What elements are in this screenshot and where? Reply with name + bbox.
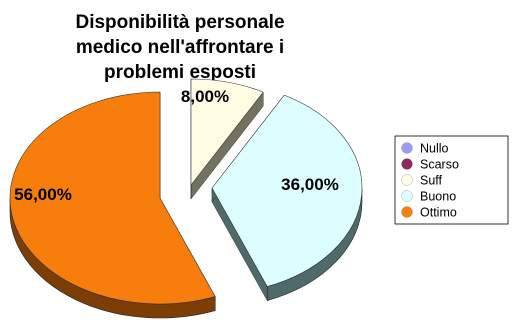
pie-label-buono: 36,00%: [281, 175, 339, 194]
legend-swatch-scarso: [402, 159, 413, 170]
legend-label-scarso: Scarso: [420, 158, 459, 172]
legend-label-ottimo: Ottimo: [420, 206, 457, 220]
pie-label-suff: 8,00%: [181, 87, 229, 106]
pie-label-ottimo: 56,00%: [14, 185, 72, 204]
chart-title-line-1: Disponibilità personale: [75, 12, 284, 33]
chart-title: Disponibilità personale medico nell'affr…: [75, 12, 284, 83]
chart-title-line-3: problemi esposti: [104, 62, 256, 83]
legend: Nullo Scarso Suff Buono Ottimo: [395, 136, 508, 224]
legend-label-nullo: Nullo: [420, 142, 449, 156]
chart-title-line-2: medico nell'affrontare i: [76, 37, 284, 58]
legend-label-buono: Buono: [420, 190, 456, 204]
legend-label-suff: Suff: [420, 174, 443, 188]
legend-swatch-buono: [402, 191, 413, 202]
legend-swatch-ottimo: [402, 207, 413, 218]
legend-swatch-suff: [402, 175, 413, 186]
legend-swatch-nullo: [402, 143, 413, 154]
